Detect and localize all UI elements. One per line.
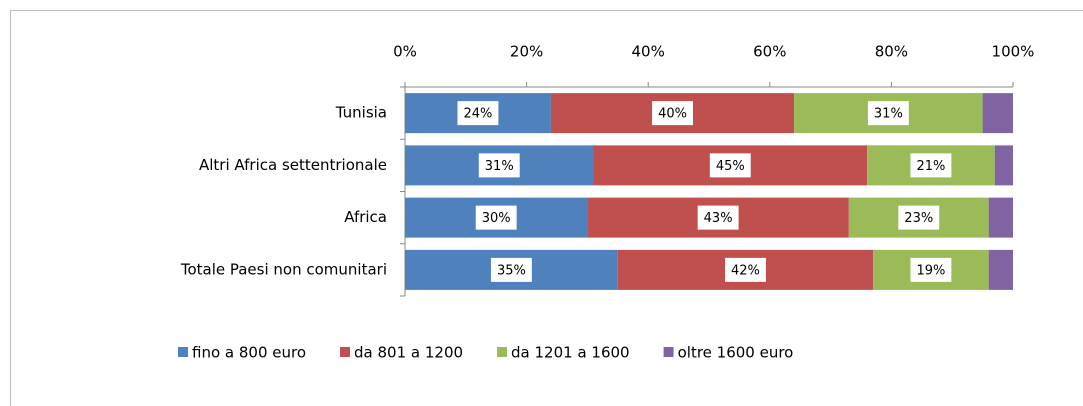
data-label-text: 31%	[485, 159, 514, 174]
data-label-text: 30%	[482, 211, 511, 226]
data-label-bg	[725, 257, 766, 282]
data-label: 35%	[490, 257, 532, 282]
x-tick-label: 40%	[632, 43, 665, 61]
data-label: 42%	[725, 257, 766, 282]
legend-swatch	[178, 347, 188, 357]
bar-segment	[994, 145, 1013, 186]
y-tick-label: Africa	[344, 208, 387, 226]
data-label-text: 42%	[731, 263, 760, 278]
data-label-text: 31%	[874, 107, 903, 122]
bar-segment	[982, 93, 1013, 134]
legend-swatch	[497, 347, 508, 357]
data-label-bg	[898, 205, 940, 230]
data-label-text: 24%	[464, 107, 493, 122]
y-tick-label: Altri Africa settentrionale	[199, 156, 387, 174]
data-label: 40%	[652, 101, 693, 126]
data-label-text: 19%	[916, 263, 945, 278]
data-label: 31%	[478, 153, 520, 178]
data-label: 45%	[709, 153, 751, 178]
legend-swatch	[340, 347, 351, 357]
data-label-bg	[490, 257, 532, 282]
y-tick-label: Tunisia	[335, 104, 387, 122]
data-label: 30%	[475, 205, 517, 230]
y-tick-label: Totale Paesi non comunitari	[180, 260, 387, 278]
data-label: 31%	[867, 101, 909, 126]
legend-label: fino a 800 euro	[192, 344, 306, 362]
data-label-text: 21%	[916, 159, 945, 174]
data-label-bg	[910, 153, 952, 178]
data-label-bg	[910, 257, 952, 282]
data-label-bg	[478, 153, 520, 178]
data-label-text: 40%	[658, 107, 687, 122]
bar-segment	[988, 197, 1013, 238]
data-label: 19%	[910, 257, 952, 282]
bar-segment	[988, 249, 1013, 290]
data-label-bg	[652, 101, 693, 126]
data-label: 23%	[898, 205, 940, 230]
data-label-bg	[867, 101, 909, 126]
legend-label: da 1201 a 1600	[511, 344, 630, 362]
x-tick-label: 60%	[753, 43, 786, 61]
data-label-text: 23%	[904, 211, 933, 226]
data-label: 43%	[697, 205, 739, 230]
data-label-text: 45%	[716, 159, 745, 174]
data-label: 24%	[457, 101, 499, 126]
data-label-bg	[457, 101, 499, 126]
x-tick-label: 80%	[875, 43, 908, 61]
chart-frame	[10, 10, 1083, 406]
data-label-bg	[475, 205, 517, 230]
x-tick-label: 0%	[393, 43, 417, 61]
data-label-text: 35%	[497, 263, 526, 278]
data-label-bg	[709, 153, 751, 178]
data-label-text: 43%	[704, 211, 733, 226]
data-label: 21%	[910, 153, 952, 178]
legend-label: da 801 a 1200	[354, 344, 463, 362]
legend-label: oltre 1600 euro	[678, 344, 794, 362]
data-label-bg	[697, 205, 739, 230]
x-tick-label: 20%	[510, 43, 543, 61]
x-tick-label: 100%	[992, 43, 1035, 61]
legend-swatch	[663, 347, 674, 357]
